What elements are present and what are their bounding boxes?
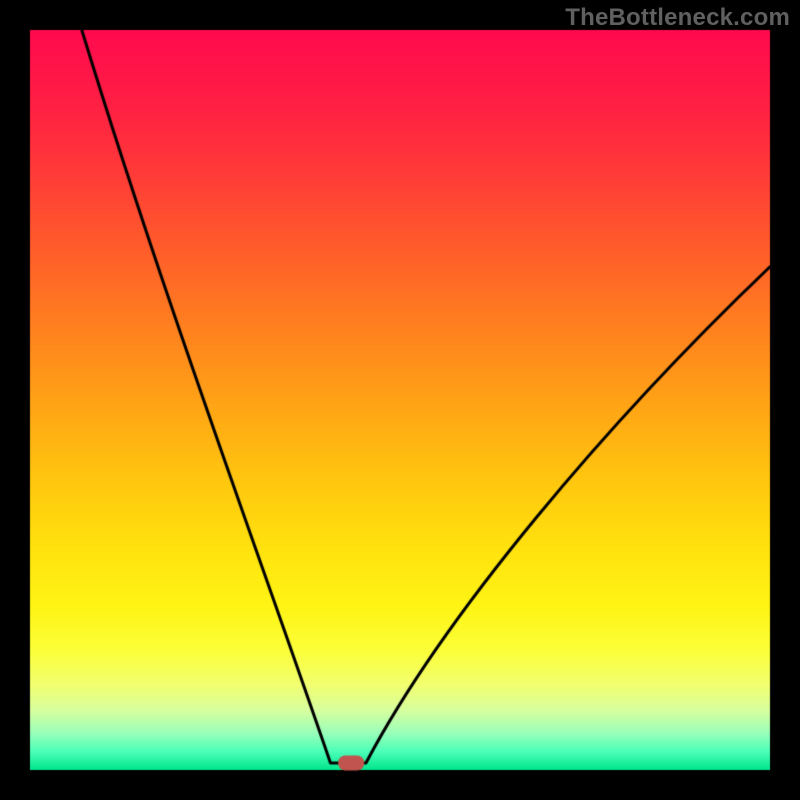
watermark-text: TheBottleneck.com — [565, 4, 790, 32]
chart-container: TheBottleneck.com — [0, 0, 800, 800]
bottleneck-chart-canvas — [0, 0, 800, 800]
